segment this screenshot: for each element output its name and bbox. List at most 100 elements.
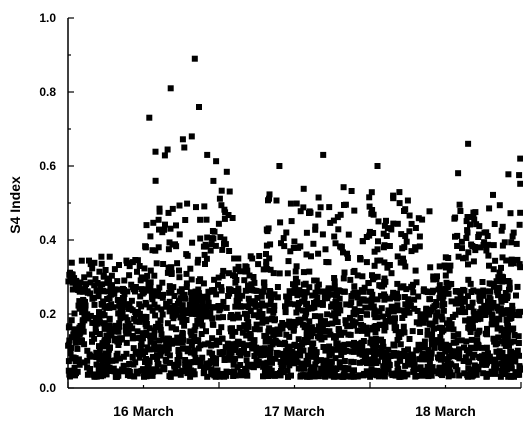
data-point bbox=[392, 372, 399, 379]
data-point bbox=[232, 347, 239, 353]
data-point bbox=[517, 308, 523, 315]
data-point bbox=[402, 362, 409, 369]
data-point bbox=[418, 372, 425, 379]
data-point bbox=[478, 308, 485, 315]
data-point bbox=[118, 335, 125, 342]
data-point bbox=[472, 247, 479, 254]
data-point bbox=[437, 370, 444, 377]
data-point bbox=[162, 221, 168, 228]
data-point bbox=[223, 368, 230, 375]
data-point bbox=[86, 271, 93, 278]
data-point bbox=[245, 323, 252, 330]
data-point bbox=[426, 320, 433, 327]
data-point bbox=[410, 365, 417, 372]
data-point bbox=[96, 355, 103, 362]
data-point bbox=[151, 272, 158, 279]
data-point bbox=[476, 327, 483, 334]
data-point bbox=[490, 242, 497, 249]
data-point bbox=[485, 241, 491, 248]
data-point bbox=[392, 315, 398, 322]
data-point bbox=[497, 325, 504, 332]
data-point bbox=[78, 257, 85, 264]
data-point bbox=[286, 322, 293, 329]
data-point bbox=[191, 333, 198, 340]
data-point bbox=[400, 259, 407, 266]
data-point bbox=[439, 302, 446, 309]
data-point bbox=[350, 373, 357, 380]
data-point bbox=[144, 272, 151, 279]
data-point bbox=[483, 361, 490, 368]
data-point bbox=[106, 295, 113, 302]
data-point bbox=[149, 332, 155, 339]
data-point bbox=[256, 326, 263, 333]
data-point bbox=[297, 243, 304, 250]
data-point bbox=[222, 241, 229, 248]
data-point bbox=[332, 355, 339, 362]
data-point bbox=[114, 286, 121, 293]
data-point bbox=[164, 335, 171, 342]
data-point bbox=[299, 307, 306, 314]
data-point bbox=[160, 261, 167, 267]
data-point bbox=[238, 372, 245, 379]
data-point bbox=[405, 346, 411, 353]
data-point bbox=[300, 281, 307, 288]
data-point bbox=[176, 369, 183, 376]
data-point bbox=[468, 366, 474, 373]
data-point bbox=[424, 331, 431, 338]
data-point bbox=[111, 357, 118, 364]
data-point bbox=[123, 257, 130, 264]
data-point bbox=[491, 221, 498, 227]
data-point bbox=[117, 355, 123, 362]
data-point bbox=[186, 338, 193, 345]
data-point bbox=[499, 223, 506, 230]
data-point bbox=[417, 315, 424, 322]
data-point bbox=[409, 328, 416, 335]
data-point bbox=[169, 205, 176, 212]
data-point bbox=[157, 350, 164, 357]
data-point bbox=[317, 357, 324, 364]
data-point bbox=[342, 365, 348, 372]
data-point bbox=[229, 341, 236, 348]
data-point bbox=[396, 189, 403, 196]
data-point bbox=[359, 238, 366, 245]
data-point bbox=[369, 348, 376, 355]
data-point bbox=[289, 348, 296, 355]
data-point bbox=[188, 293, 195, 300]
data-point bbox=[356, 359, 363, 366]
data-point bbox=[142, 244, 149, 251]
data-point bbox=[406, 336, 413, 342]
data-point bbox=[253, 344, 260, 351]
data-point bbox=[450, 333, 457, 339]
data-point bbox=[486, 205, 493, 212]
data-point bbox=[406, 356, 413, 363]
data-point bbox=[385, 357, 392, 364]
data-point bbox=[197, 342, 204, 349]
data-point bbox=[260, 352, 267, 358]
data-point bbox=[327, 219, 334, 226]
data-point bbox=[298, 360, 305, 367]
data-point bbox=[171, 303, 178, 309]
data-point bbox=[157, 293, 164, 300]
data-point bbox=[242, 287, 249, 294]
data-point bbox=[92, 276, 99, 283]
data-point bbox=[356, 300, 363, 307]
data-point bbox=[491, 317, 498, 324]
data-point bbox=[135, 350, 142, 357]
data-point bbox=[157, 317, 164, 324]
data-point bbox=[394, 253, 401, 260]
data-point bbox=[91, 320, 98, 326]
data-point bbox=[333, 288, 340, 295]
data-point bbox=[177, 314, 184, 321]
data-point bbox=[276, 163, 283, 169]
data-point bbox=[374, 358, 381, 365]
data-point bbox=[256, 253, 263, 259]
data-point bbox=[427, 264, 434, 271]
data-point bbox=[227, 369, 234, 375]
data-point bbox=[165, 209, 172, 216]
data-point bbox=[422, 315, 428, 321]
data-point bbox=[178, 286, 185, 293]
data-point bbox=[169, 324, 176, 331]
data-point bbox=[436, 263, 443, 270]
data-point bbox=[181, 322, 188, 329]
data-point bbox=[96, 348, 103, 355]
